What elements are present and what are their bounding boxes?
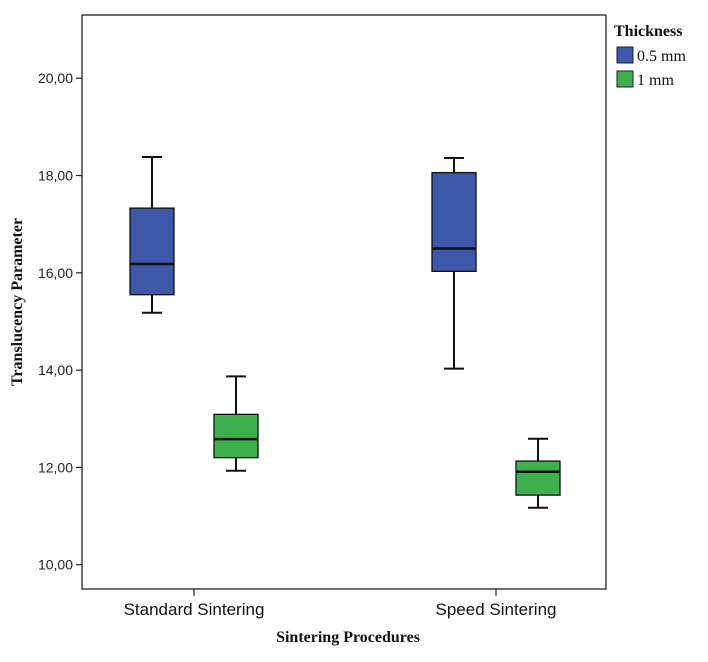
x-axis: Standard Sintering Speed Sintering bbox=[124, 589, 557, 619]
legend: Thickness 0.5 mm 1 mm bbox=[614, 23, 686, 89]
legend-swatch-1-mm bbox=[616, 70, 634, 88]
box-0-5-mm-1 bbox=[431, 157, 477, 370]
box-1-mm-0 bbox=[213, 375, 259, 472]
y-axis-title: Translucency Parameter bbox=[9, 218, 26, 386]
legend-swatch-0-5-mm bbox=[616, 46, 634, 64]
y-axis: 10,00 12,00 14,00 16,00 18,00 20,00 bbox=[38, 70, 82, 573]
box-iqr bbox=[515, 460, 561, 496]
y-tick-label: 16,00 bbox=[38, 265, 73, 281]
y-tick-label: 12,00 bbox=[38, 459, 73, 475]
box-iqr bbox=[213, 413, 259, 459]
y-tick-label: 18,00 bbox=[38, 168, 73, 184]
y-tick-label: 20,00 bbox=[38, 70, 73, 86]
box-iqr bbox=[129, 207, 175, 296]
x-tick-label: Standard Sintering bbox=[124, 600, 265, 619]
legend-label-0-5-mm: 0.5 mm bbox=[637, 48, 686, 65]
y-tick-label: 14,00 bbox=[38, 362, 73, 378]
box-1-mm-1 bbox=[515, 437, 561, 509]
x-tick-label: Speed Sintering bbox=[436, 600, 557, 619]
y-tick-label: 10,00 bbox=[38, 557, 73, 573]
box-0-5-mm-0 bbox=[129, 156, 175, 314]
legend-title: Thickness bbox=[614, 23, 682, 40]
box-series-group bbox=[129, 156, 561, 509]
box-iqr bbox=[431, 171, 477, 273]
x-axis-title: Sintering Procedures bbox=[276, 629, 420, 646]
plot-area-frame bbox=[81, 14, 607, 590]
legend-label-1-mm: 1 mm bbox=[637, 72, 674, 89]
